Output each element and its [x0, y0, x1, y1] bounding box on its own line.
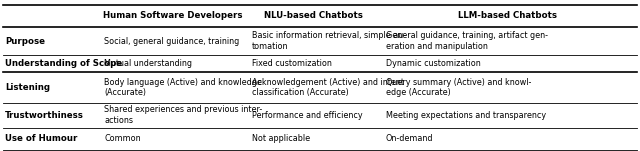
Text: Human Software Developers: Human Software Developers — [103, 11, 243, 20]
Text: Not applicable: Not applicable — [252, 134, 310, 143]
Text: Social, general guidance, training: Social, general guidance, training — [104, 37, 239, 46]
Text: Shared experiences and previous inter-
actions: Shared experiences and previous inter- a… — [104, 105, 262, 125]
Text: Understanding of Scope: Understanding of Scope — [5, 59, 122, 68]
Text: On-demand: On-demand — [386, 134, 433, 143]
Text: Trustworthiness: Trustworthiness — [5, 111, 84, 120]
Text: Mutual understanding: Mutual understanding — [104, 59, 192, 68]
Text: Performance and efficiency: Performance and efficiency — [252, 111, 362, 120]
Text: LLM-based Chatbots: LLM-based Chatbots — [458, 11, 557, 20]
Text: Body language (Active) and knowledge
(Accurate): Body language (Active) and knowledge (Ac… — [104, 78, 262, 97]
Text: NLU-based Chatbots: NLU-based Chatbots — [264, 11, 363, 20]
Text: Meeting expectations and transparency: Meeting expectations and transparency — [386, 111, 546, 120]
Text: Fixed customization: Fixed customization — [252, 59, 332, 68]
Text: Purpose: Purpose — [5, 37, 45, 46]
Text: Dynamic customization: Dynamic customization — [386, 59, 481, 68]
Text: Query summary (Active) and knowl-
edge (Accurate): Query summary (Active) and knowl- edge (… — [386, 78, 531, 97]
Text: Common: Common — [104, 134, 141, 143]
Text: Acknowledgement (Active) and intent
classification (Accurate): Acknowledgement (Active) and intent clas… — [252, 78, 404, 97]
Text: Listening: Listening — [5, 83, 50, 92]
Text: General guidance, training, artifact gen-
eration and manipulation: General guidance, training, artifact gen… — [386, 31, 548, 51]
Text: Use of Humour: Use of Humour — [5, 134, 77, 143]
Text: Basic information retrieval, simple au-
tomation: Basic information retrieval, simple au- … — [252, 31, 406, 51]
